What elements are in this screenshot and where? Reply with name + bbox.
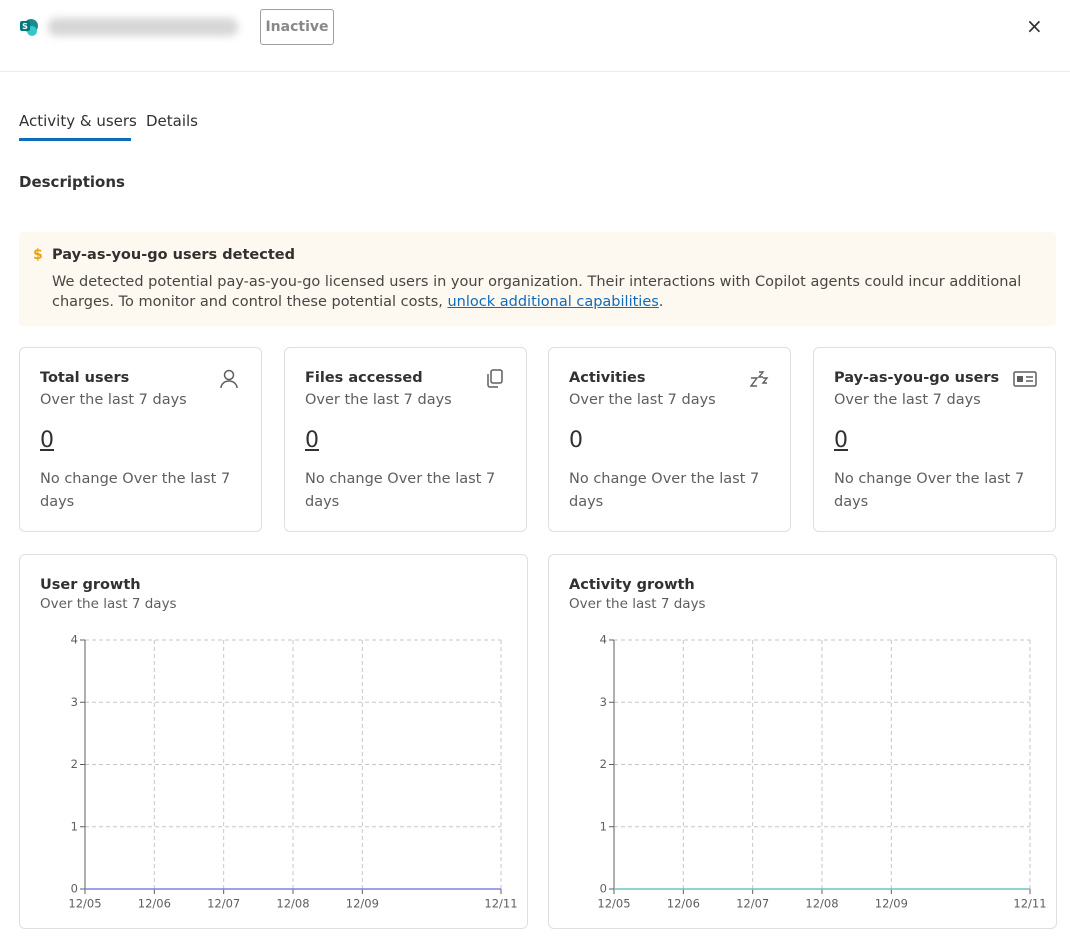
y-tick-label: 3 — [600, 695, 607, 709]
card-icon — [1013, 371, 1037, 387]
card-value[interactable]: 0 — [40, 428, 54, 453]
y-tick-label: 0 — [71, 882, 78, 896]
x-tick-label: 12/09 — [875, 897, 908, 911]
y-tick-label: 2 — [71, 757, 78, 771]
metric-card: Pay-as-you-go users Over the last 7 days 0… — [813, 347, 1056, 532]
status-badge: Inactive — [260, 9, 334, 45]
banner-title: Pay-as-you-go users detected — [52, 247, 295, 263]
metric-card: Activities Over the last 7 days 0 No change… — [548, 347, 791, 532]
blurred-name — [48, 18, 238, 36]
chart-title: User growth — [40, 577, 141, 593]
card-subtitle: Over the last 7 days — [569, 392, 716, 408]
x-tick-label: 12/09 — [346, 897, 379, 911]
x-tick-label: 12/08 — [805, 897, 838, 911]
x-tick-label: 12/07 — [207, 897, 240, 911]
card-title: Files accessed — [305, 370, 423, 386]
chart-title: Activity growth — [569, 577, 695, 593]
y-tick-label: 3 — [71, 695, 78, 709]
y-tick-label: 1 — [71, 819, 78, 833]
banner-text: . — [658, 294, 664, 310]
card-change: No change Over the last 7 days — [305, 471, 496, 510]
y-tick-label: 4 — [600, 633, 607, 647]
chart: 0 1 2 3 4 12/05 12/06 12/07 12/08 12/09 12/11 — [597, 633, 1046, 911]
banner-text: We detected potential pay-as-you-go lice… — [52, 274, 1022, 310]
card-icon — [749, 371, 769, 387]
header: S Inactive × — [0, 0, 1070, 72]
x-tick-label: 12/08 — [276, 897, 309, 911]
card-title: Activities — [569, 370, 646, 386]
y-tick-label: 1 — [600, 819, 607, 833]
x-tick-label: 12/11 — [484, 897, 517, 911]
chart-panel: User growth Over the last 7 days 0 1 2 3 4 12/0… — [19, 554, 528, 929]
x-tick-label: 12/05 — [68, 897, 101, 911]
svg-text:S: S — [22, 22, 28, 31]
card-subtitle: Over the last 7 days — [305, 392, 452, 408]
card-value: 0 — [569, 428, 583, 453]
chart-panel: Activity growth Over the last 7 days 0 1 2 3 4… — [548, 554, 1057, 929]
tab-indicator — [19, 138, 131, 141]
card-value[interactable]: 0 — [834, 428, 848, 453]
chart-subtitle: Over the last 7 days — [40, 596, 177, 612]
banner-icon: $ — [33, 247, 43, 263]
chart: 0 1 2 3 4 12/05 12/06 12/07 12/08 12/09 12/11 — [68, 633, 517, 911]
x-tick-label: 12/11 — [1013, 897, 1046, 911]
card-title: Total users — [40, 370, 130, 386]
y-tick-label: 4 — [71, 633, 78, 647]
card-icon — [487, 369, 503, 388]
banner: $ Pay-as-you-go users detected We detect… — [19, 232, 1056, 326]
metric-card: Total users Over the last 7 days 0 No chang… — [19, 347, 262, 532]
chart-subtitle: Over the last 7 days — [569, 596, 706, 612]
banner-link[interactable]: unlock additional capabilities — [447, 294, 659, 310]
tab[interactable]: Details — [146, 112, 199, 130]
section-title: Descriptions — [19, 173, 125, 191]
card-title: Pay-as-you-go users — [834, 370, 1000, 386]
card-change: No change Over the last 7 days — [569, 471, 760, 510]
x-tick-label: 12/06 — [667, 897, 700, 911]
card-value[interactable]: 0 — [305, 428, 319, 453]
card-change: No change Over the last 7 days — [40, 471, 231, 510]
app-icon: S — [20, 19, 38, 36]
card-icon — [220, 369, 238, 389]
x-tick-label: 12/05 — [597, 897, 630, 911]
card-subtitle: Over the last 7 days — [834, 392, 981, 408]
close-button[interactable]: × — [1026, 14, 1043, 38]
y-tick-label: 2 — [600, 757, 607, 771]
card-subtitle: Over the last 7 days — [40, 392, 187, 408]
x-tick-label: 12/07 — [736, 897, 769, 911]
tab[interactable]: Activity & users — [19, 112, 137, 130]
metric-card: Files accessed Over the last 7 days 0 No ch… — [284, 347, 527, 532]
x-tick-label: 12/06 — [138, 897, 171, 911]
banner-body: We detected potential pay-as-you-go lice… — [52, 272, 1052, 312]
card-change: No change Over the last 7 days — [834, 471, 1025, 510]
y-tick-label: 0 — [600, 882, 607, 896]
